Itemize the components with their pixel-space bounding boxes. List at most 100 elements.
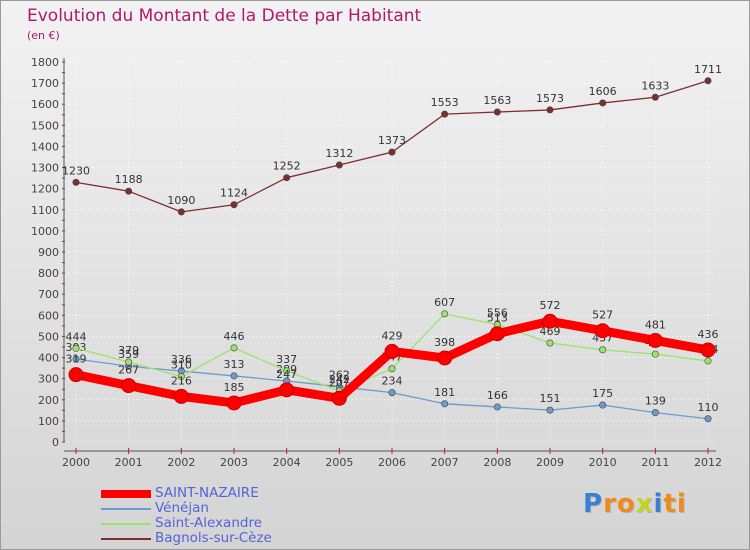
data-label: 207 <box>329 376 350 389</box>
data-label: 481 <box>645 318 666 331</box>
data-label: 234 <box>382 375 403 388</box>
data-label: 1373 <box>378 134 406 147</box>
data-point <box>283 367 291 375</box>
data-point <box>177 208 185 216</box>
data-point <box>125 187 133 195</box>
logo-letter: x <box>635 489 654 519</box>
data-label: 556 <box>487 307 508 320</box>
data-point <box>546 406 554 414</box>
data-point <box>335 161 343 169</box>
logo-letter: r <box>603 489 617 519</box>
legend-label: Saint-Alexandre <box>155 515 263 531</box>
data-label: 1633 <box>641 79 669 92</box>
data-label: 444 <box>66 330 87 343</box>
data-point <box>489 326 505 342</box>
data-label: 1188 <box>115 173 143 186</box>
data-point <box>595 323 611 339</box>
data-label: 151 <box>540 392 561 405</box>
data-label: 513 <box>487 312 508 325</box>
data-point <box>700 342 716 358</box>
data-label: 1230 <box>62 164 90 177</box>
data-label: 469 <box>540 325 561 338</box>
x-tick-label: 2004 <box>273 456 301 469</box>
data-point <box>493 403 501 411</box>
data-label: 262 <box>329 369 350 382</box>
data-point <box>437 350 453 366</box>
data-label: 1553 <box>431 96 459 109</box>
x-tick-label: 2009 <box>536 456 564 469</box>
y-tick-label: 1800 <box>31 56 59 69</box>
data-label: 1312 <box>325 147 353 160</box>
data-label: 1090 <box>167 194 195 207</box>
legend-swatch <box>101 490 151 498</box>
data-point <box>72 178 80 186</box>
x-tick-label: 2010 <box>589 456 617 469</box>
logo-letter: i <box>653 489 664 519</box>
logo-letter: t <box>663 489 677 519</box>
data-label: 527 <box>592 309 613 322</box>
data-label: 1711 <box>694 63 722 76</box>
y-tick-label: 0 <box>52 436 59 449</box>
y-tick-label: 600 <box>38 309 59 322</box>
y-tick-label: 1200 <box>31 183 59 196</box>
logo-letter: o <box>616 489 636 519</box>
y-tick-label: 1500 <box>31 119 59 132</box>
logo-letter: i <box>676 489 687 519</box>
data-label: 166 <box>487 389 508 402</box>
legend-label: Vénéjan <box>155 500 209 516</box>
data-point <box>441 110 449 118</box>
data-point <box>331 390 347 406</box>
data-label: 436 <box>698 328 719 341</box>
data-point <box>230 201 238 209</box>
data-point <box>125 358 133 366</box>
line-chart: 0 100 200 300 400 500 600 700 800 900 1000 1100 1200… <box>31 56 722 469</box>
data-point <box>651 93 659 101</box>
data-label: 247 <box>276 368 297 381</box>
data-label: 181 <box>434 386 455 399</box>
data-label: 319 <box>66 353 87 366</box>
data-point <box>121 378 137 394</box>
legend-label: Bagnols-sur-Cèze <box>155 530 272 546</box>
data-point <box>546 339 554 347</box>
x-tick-label: 2003 <box>220 456 248 469</box>
data-label: 1124 <box>220 187 248 200</box>
data-label: 446 <box>224 330 245 343</box>
data-point <box>283 174 291 182</box>
data-point <box>647 332 663 348</box>
data-label: 110 <box>698 401 719 414</box>
data-point <box>72 355 80 363</box>
y-tick-label: 700 <box>38 288 59 301</box>
y-tick-label: 900 <box>38 246 59 259</box>
data-point <box>651 350 659 358</box>
data-point <box>173 388 189 404</box>
data-label: 267 <box>118 364 139 377</box>
data-point <box>704 415 712 423</box>
x-tick-label: 2011 <box>641 456 669 469</box>
y-tick-label: 800 <box>38 267 59 280</box>
legend-swatch <box>101 508 151 510</box>
y-tick-label: 300 <box>38 373 59 386</box>
data-label: 216 <box>171 374 192 387</box>
data-point <box>542 313 558 329</box>
x-tick-label: 2008 <box>483 456 511 469</box>
y-tick-label: 400 <box>38 352 59 365</box>
legend-swatch <box>101 538 151 540</box>
y-tick-label: 200 <box>38 394 59 407</box>
data-point <box>279 382 295 398</box>
data-point <box>384 343 400 359</box>
y-tick-label: 100 <box>38 415 59 428</box>
data-label: 337 <box>276 353 297 366</box>
y-tick-label: 1300 <box>31 162 59 175</box>
data-label: 398 <box>434 336 455 349</box>
data-point <box>599 401 607 409</box>
x-tick-label: 2006 <box>378 456 406 469</box>
data-point <box>599 99 607 107</box>
data-point <box>230 344 238 352</box>
y-tick-label: 500 <box>38 330 59 343</box>
proxiti-logo: Proxiti <box>583 489 687 519</box>
x-tick-label: 2012 <box>694 456 722 469</box>
data-label: 313 <box>224 358 245 371</box>
data-label: 1573 <box>536 92 564 105</box>
data-label: 1563 <box>483 94 511 107</box>
